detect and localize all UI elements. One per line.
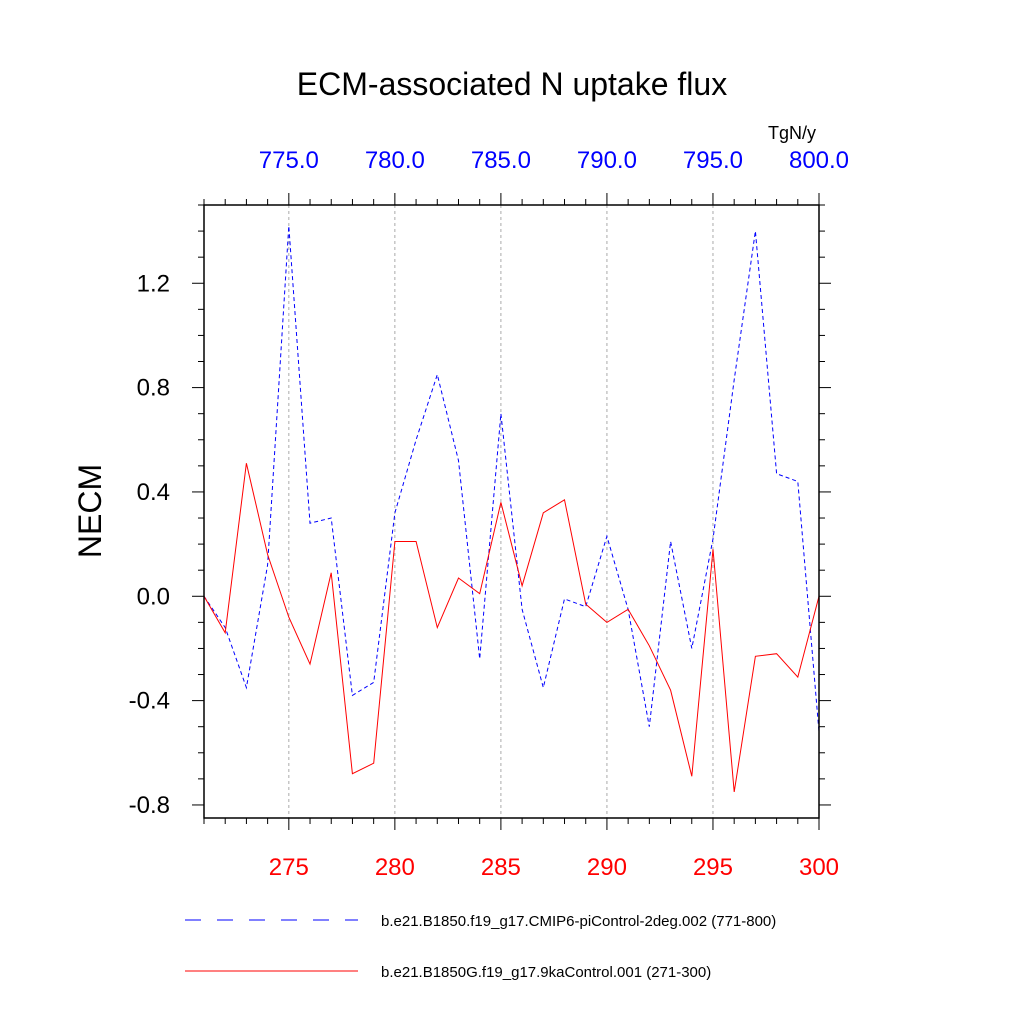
series-line-2: [203, 463, 820, 792]
tick-labels: 275 280 285 290 295 300 775.0 780.0 785.0 790.0 79…: [129, 147, 849, 881]
x-tick-label-top: 800.0: [789, 147, 849, 174]
y-tick-label: 0.4: [137, 479, 170, 506]
x-tick-label-top: 795.0: [683, 147, 743, 174]
y-tick-label: 1.2: [137, 270, 170, 297]
x-tick-label-top: 790.0: [577, 147, 637, 174]
x-tick-label-bottom: 300: [799, 854, 839, 881]
chart-title: ECM-associated N uptake flux: [297, 66, 727, 102]
series-line-1: [203, 225, 820, 732]
axis-ticks: [192, 193, 831, 830]
series-lines: [203, 225, 820, 792]
legend: b.e21.B1850.f19_g17.CMIP6-piControl-2deg…: [185, 913, 776, 981]
plot-frame: [203, 204, 820, 819]
x-tick-label-bottom: 285: [481, 854, 521, 881]
grid-lines: [288, 205, 714, 818]
y-tick-label: -0.4: [129, 688, 170, 715]
x-tick-label-bottom: 275: [269, 854, 309, 881]
top-axis-units: TgN/y: [768, 123, 816, 143]
x-tick-label-bottom: 280: [375, 854, 415, 881]
y-axis-label: NECM: [72, 464, 108, 558]
y-tick-label: 0.0: [137, 583, 170, 610]
y-tick-label: 0.8: [137, 375, 170, 402]
x-tick-label-top: 775.0: [259, 147, 319, 174]
x-tick-label-bottom: 290: [587, 854, 627, 881]
legend-label-2: b.e21.B1850G.f19_g17.9kaControl.001 (271…: [381, 964, 711, 981]
x-tick-label-bottom: 295: [693, 854, 733, 881]
y-tick-label: -0.8: [129, 792, 170, 819]
legend-label-1: b.e21.B1850.f19_g17.CMIP6-piControl-2deg…: [381, 913, 776, 930]
x-tick-label-top: 780.0: [365, 147, 425, 174]
x-tick-label-top: 785.0: [471, 147, 531, 174]
